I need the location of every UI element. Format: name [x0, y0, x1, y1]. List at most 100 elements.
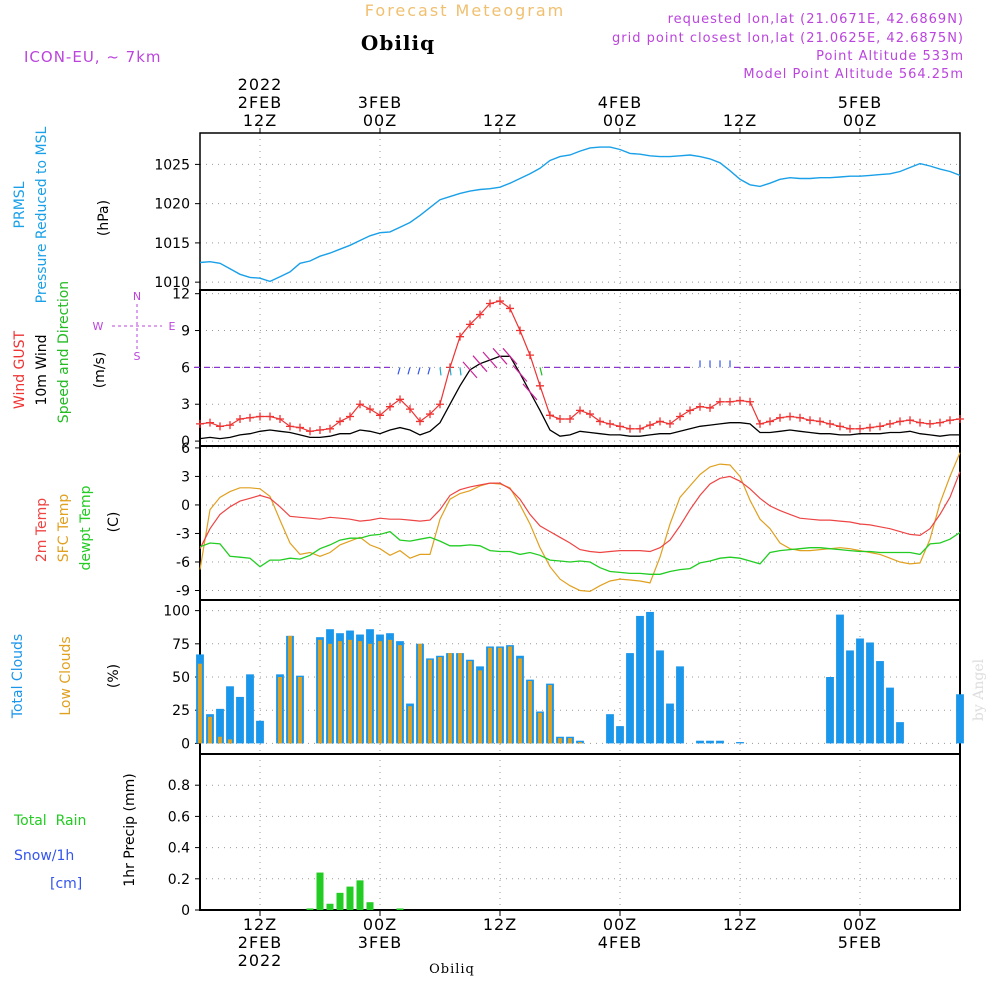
wind-dir-label: Speed and Direction — [56, 281, 72, 423]
low-cloud-bar — [498, 647, 502, 744]
y-tick-label: 12 — [172, 287, 190, 303]
gust-point — [306, 427, 314, 436]
low-cloud-bar — [568, 738, 572, 744]
time-label: 00Z — [363, 111, 397, 130]
gust-point — [216, 422, 224, 431]
gust-point — [856, 424, 864, 433]
cloud-labels: Total Clouds Low Clouds (%) — [10, 634, 122, 719]
y-tick-label: 3 — [181, 469, 190, 485]
low-cloud-bar — [438, 657, 442, 744]
total-cloud-bar — [256, 720, 264, 744]
compass-n: N — [133, 290, 141, 303]
total-cloud-bar — [856, 638, 864, 744]
gust-point — [346, 412, 354, 421]
y-tick-label: 3 — [181, 397, 190, 413]
total-cloud-bar — [216, 708, 224, 744]
requested-coords: requested lon,lat (21.0671E, 42.6869N) — [668, 12, 964, 27]
low-cloud-bar — [278, 677, 282, 744]
time-label: 00Z — [603, 915, 637, 934]
total-cloud-bar — [626, 653, 634, 744]
gust-point — [336, 417, 344, 426]
gust-point — [776, 413, 784, 422]
gust-point — [666, 419, 674, 428]
time-label: 12Z — [483, 111, 517, 130]
total-cloud-bar — [666, 703, 674, 744]
gust-point — [246, 413, 254, 422]
point-altitude: Point Altitude 533m — [816, 49, 964, 64]
gust-point — [226, 421, 234, 430]
gust-point — [756, 419, 764, 428]
y-tick-label: -3 — [176, 526, 190, 542]
wind-dir-arrow — [417, 367, 421, 375]
gust-point — [936, 418, 944, 427]
wind-dir-arrow — [459, 367, 462, 376]
pressure-line — [199, 146, 961, 283]
total-cloud-bar — [696, 740, 704, 744]
low-cloud-bar — [368, 643, 372, 744]
total-cloud-bar — [876, 661, 884, 744]
gust-point — [696, 402, 704, 411]
panel-frame — [199, 289, 961, 447]
total-cloud-bar — [646, 611, 654, 744]
total-cloud-bar — [676, 666, 684, 744]
y-tick-label: 0 — [181, 736, 190, 752]
temp2m-line — [199, 471, 961, 554]
gust-label: Wind GUST — [12, 330, 28, 409]
wind-dir-arrow — [522, 383, 538, 401]
gust-point — [846, 424, 854, 433]
wind-dir-arrow — [502, 347, 518, 365]
y-tick-label: 100 — [163, 604, 190, 620]
rain-bar — [306, 908, 314, 910]
y-tick-label: -9 — [176, 583, 190, 599]
gust-point — [386, 402, 394, 411]
gust-point — [576, 406, 584, 415]
time-label: 4FEB — [598, 93, 642, 112]
y-tick-label: 25 — [172, 703, 190, 719]
pressure-label-2: Pressure Reduced to MSL — [34, 126, 50, 303]
gust-point — [956, 414, 964, 423]
gust-point — [196, 419, 204, 428]
low-cloud-bar — [408, 706, 412, 744]
low-cloud-bar — [558, 738, 562, 744]
low-cloud-bar — [228, 739, 232, 744]
dewpt-label: dewpt Temp — [78, 485, 94, 570]
time-label: 5FEB — [838, 93, 882, 112]
y-tick-label: 1020 — [154, 197, 190, 213]
gust-point — [726, 397, 734, 406]
footer-location: Obiliq — [429, 962, 475, 977]
wind-panel: 0 3 6 9 12 — [172, 287, 964, 450]
low-cloud-bar — [548, 684, 552, 744]
gust-point — [476, 310, 484, 319]
total-cloud-bar — [246, 674, 254, 744]
y-tick-label: 0 — [181, 903, 190, 919]
compass-rose: N W E S — [93, 290, 176, 363]
time-label: 00Z — [843, 915, 877, 934]
gust-point — [526, 351, 534, 360]
rain-bar — [316, 872, 324, 910]
total-clouds-label: Total Clouds — [10, 634, 26, 719]
total-cloud-bar — [616, 726, 624, 744]
y-tick-label: 1025 — [154, 157, 190, 173]
total-cloud-bar — [846, 650, 854, 744]
wind-dir-arrow — [512, 365, 528, 382]
low-cloud-bar — [348, 639, 352, 744]
rain-bar — [336, 892, 344, 910]
gust-point — [606, 419, 614, 428]
gust-point — [236, 414, 244, 423]
y-tick-label: -6 — [176, 555, 190, 571]
snow-unit-legend: [cm] — [50, 876, 82, 892]
wind-dir-arrow — [449, 367, 452, 376]
gust-point — [746, 397, 754, 406]
gust-point — [676, 412, 684, 421]
gust-point — [656, 417, 664, 426]
gust-point — [436, 400, 444, 409]
rain-bar — [356, 880, 364, 910]
gust-point — [806, 416, 814, 425]
y-tick-label: 0.2 — [168, 872, 190, 888]
low-cloud-bar — [458, 653, 462, 744]
rain-legend: Total Rain — [13, 813, 86, 829]
gust-point — [636, 424, 644, 433]
low-cloud-bar — [198, 663, 202, 744]
y-tick-label: 6 — [181, 360, 190, 376]
